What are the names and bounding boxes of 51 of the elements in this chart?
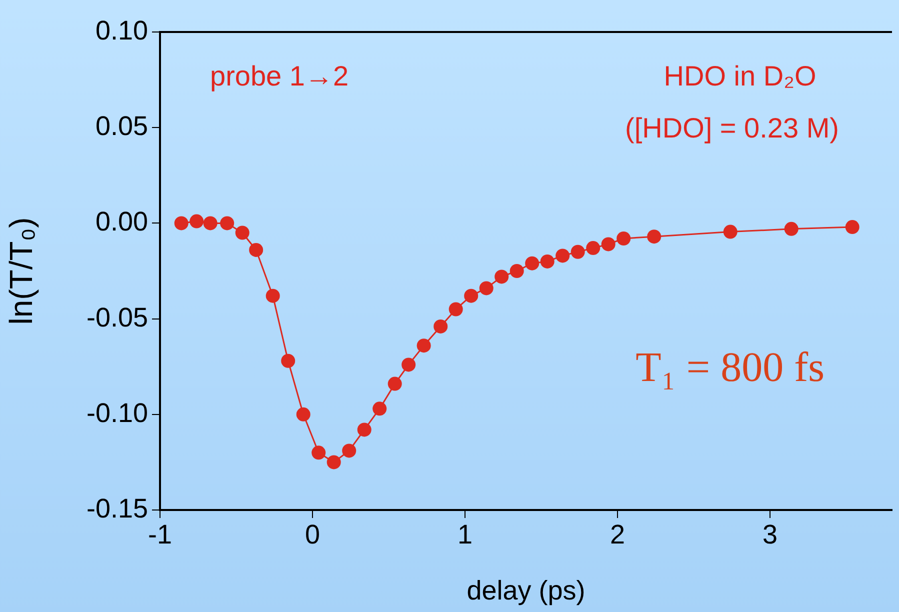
point [845,220,860,234]
point [556,248,570,263]
point [464,288,478,303]
point [540,254,554,268]
x-tick-label: 3 [762,520,778,550]
point [281,354,296,368]
point [647,230,662,244]
y-tick-label: 0.10 [95,15,148,46]
y-tick-label: -0.15 [86,493,148,524]
y-tick-label: -0.05 [86,302,148,332]
point [220,216,234,230]
point [448,302,463,316]
point [249,242,264,257]
annotation: HDO in D₂O [664,60,816,92]
point [784,222,798,236]
point [479,281,494,296]
point [416,338,431,353]
point [372,402,387,416]
y-axis-title: ln(T/T₀) [3,217,40,325]
point [402,358,416,372]
y-tick-label: -0.10 [86,398,148,428]
point [326,455,341,470]
x-tick-label: 2 [610,520,626,550]
annotation: T₁ = 800 fs [636,345,824,392]
annotation: ([HDO] = 0.23 M) [625,112,839,144]
point [266,288,280,303]
point [616,231,631,246]
point [357,422,372,437]
point [296,407,310,422]
point [586,241,600,256]
point [312,446,326,460]
y-tick-label: 0.00 [95,206,148,237]
x-tick-label: 1 [457,520,473,550]
point [494,270,509,284]
point [601,237,616,252]
point [388,376,402,391]
point [723,224,738,239]
x-tick-label: 0 [304,520,320,550]
point [190,214,204,228]
point [342,444,356,458]
point [174,216,188,230]
y-tick-label: 0.05 [95,111,148,142]
x-tick-label: -1 [148,520,172,550]
point [525,256,540,270]
annotation: probe 1→2 [210,60,349,92]
point [570,244,585,259]
x-axis-title: delay (ps) [466,575,586,606]
point [203,216,218,230]
point [510,264,524,278]
point [434,319,448,334]
point [235,226,250,240]
